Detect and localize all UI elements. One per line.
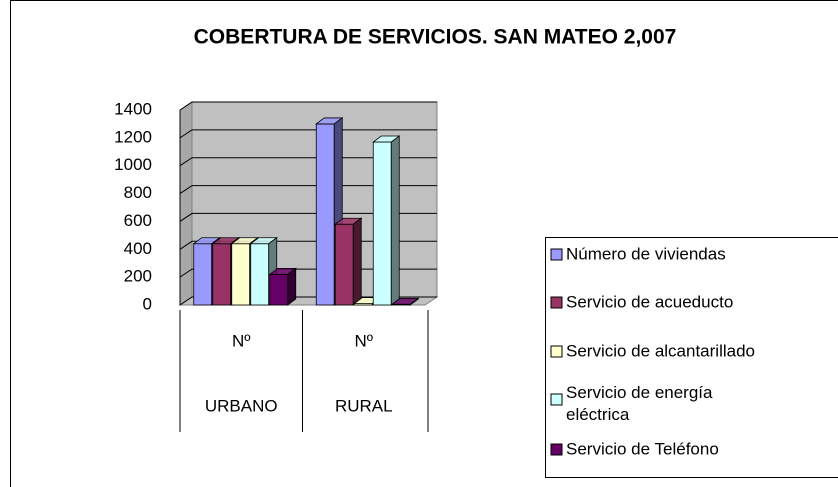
x-tick-label: Nº (232, 331, 251, 350)
y-tick-label: 1200 (114, 127, 152, 146)
bar-front (231, 243, 251, 306)
grid-line (179, 185, 437, 194)
bar-side-shade (410, 298, 419, 305)
bar (268, 267, 297, 306)
legend-swatch (550, 296, 563, 309)
legend-label: Servicio de Teléfono (566, 439, 719, 458)
y-tick-label: 400 (124, 239, 152, 258)
legend-label: Número de viviendas (566, 244, 726, 263)
bar-side-shade (353, 218, 362, 305)
bar (391, 297, 420, 306)
bar-side-shade (391, 136, 400, 305)
legend-label: Servicio de acueducto (566, 292, 733, 311)
x-tick-label: Nº (355, 331, 374, 350)
bar-front (315, 123, 335, 306)
y-tick-label: 800 (124, 183, 152, 202)
grid-line (179, 101, 437, 111)
bar-front (193, 243, 213, 306)
bar-front (372, 141, 392, 306)
legend-box (545, 237, 838, 478)
grid-line (179, 212, 437, 222)
bar-front (212, 243, 232, 306)
y-tick-label: 1000 (114, 155, 152, 174)
bar (372, 135, 401, 306)
y-tick-label: 1400 (114, 99, 152, 118)
y-tick-label: 0 (143, 294, 152, 313)
bar-side (409, 297, 419, 306)
bar-front (269, 273, 289, 306)
legend-label: Servicio de energía eléctrica (566, 383, 713, 424)
bar-front (334, 223, 354, 306)
bar-side (287, 267, 297, 306)
bar-front (250, 243, 270, 306)
legend-label: Servicio de alcantarillado (566, 341, 755, 360)
grid-line (179, 129, 437, 139)
y-tick-label: 200 (124, 267, 152, 286)
grid-line (179, 157, 437, 167)
legend-swatch (550, 248, 563, 261)
legend-swatch (550, 443, 563, 456)
chart-title: COBERTURA DE SERVICIOS. SAN MATEO 2,007 (194, 26, 677, 49)
y-tick-label: 600 (124, 211, 152, 230)
bar-side-shade (287, 268, 296, 305)
x-group-label: URBANO (205, 396, 278, 415)
x-group-label: RURAL (335, 396, 393, 415)
side-wall (179, 101, 193, 306)
legend-swatch (550, 393, 563, 406)
legend-swatch (550, 345, 563, 358)
bar (334, 217, 363, 306)
